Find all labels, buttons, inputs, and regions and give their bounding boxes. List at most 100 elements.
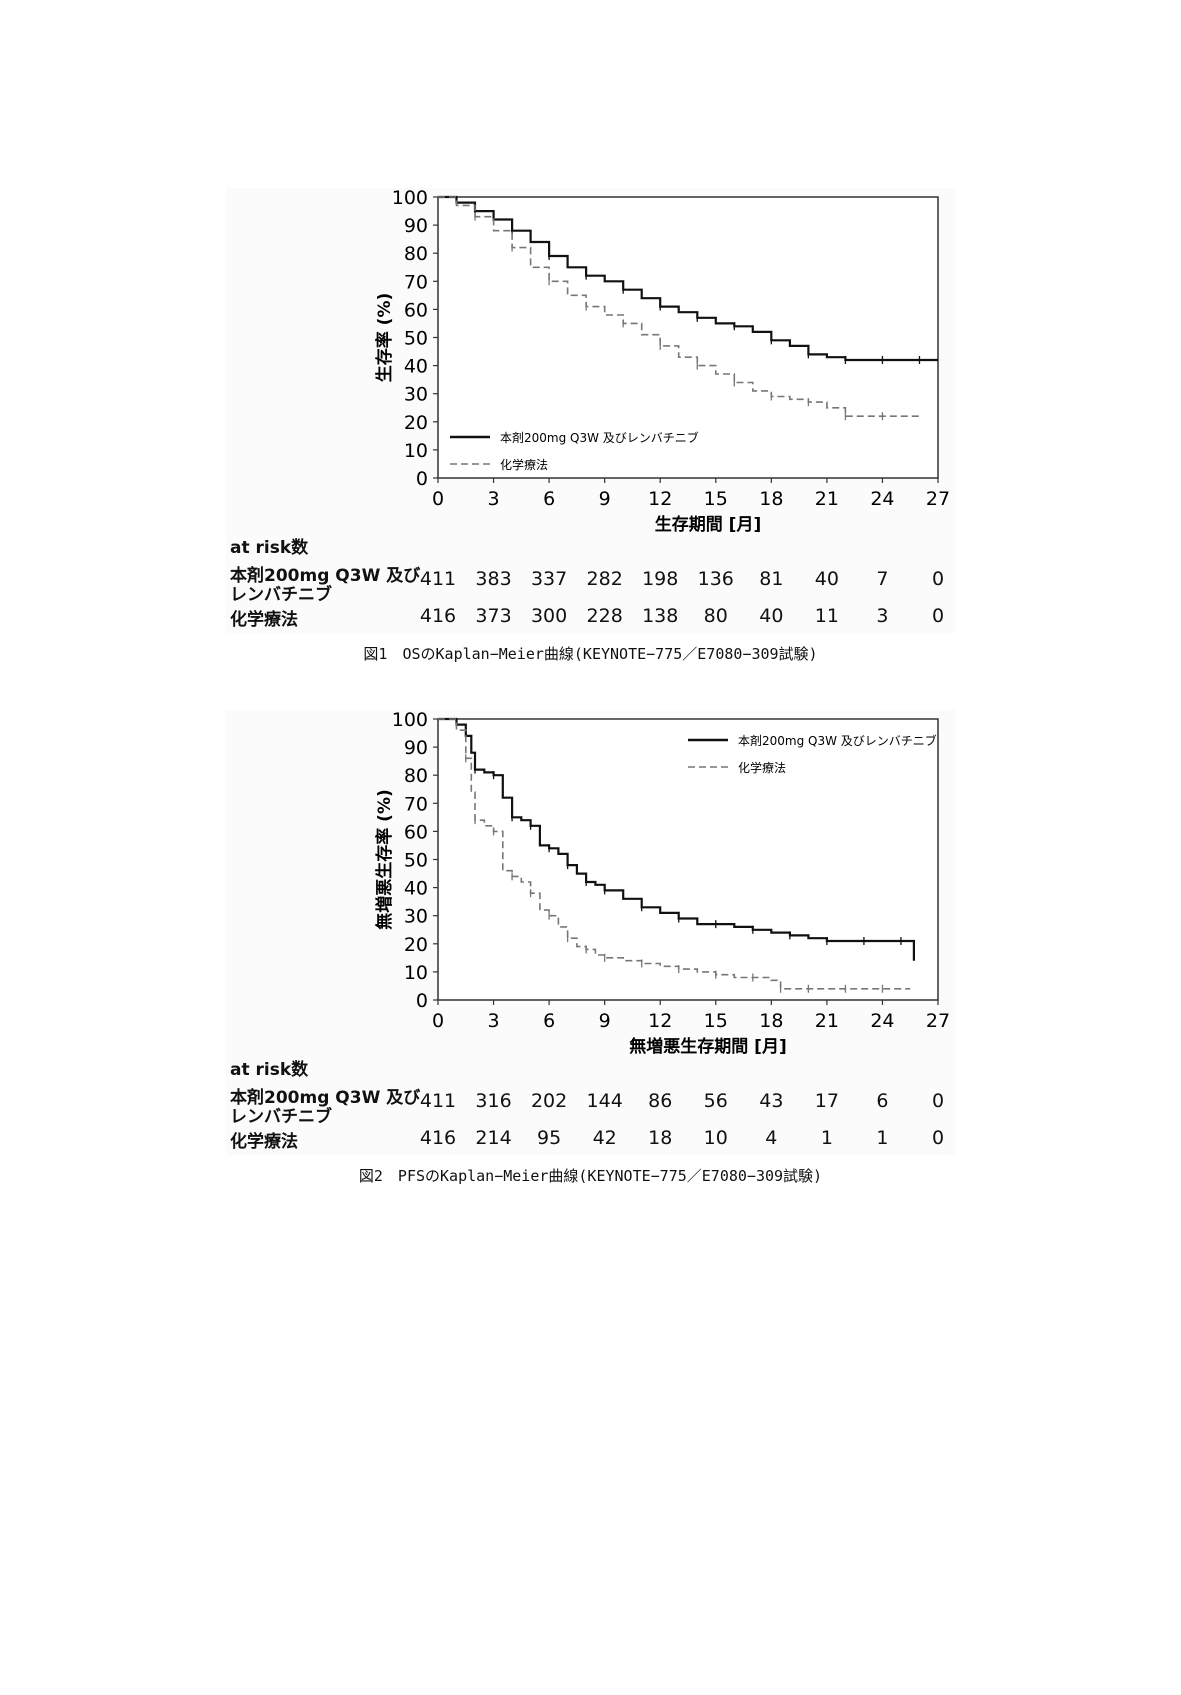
os-risk-value: 373 xyxy=(475,605,512,627)
pfs-risk-value: 1 xyxy=(876,1127,889,1149)
pfs-risk-value: 1 xyxy=(820,1127,833,1149)
os-risk-value: 3 xyxy=(876,605,889,627)
pfs-legend-label-2: 化学療法 xyxy=(738,760,786,775)
pfs-xtick-label: 6 xyxy=(543,1010,555,1032)
os-ytick-label: 30 xyxy=(404,384,428,406)
os-legend-label-1: 本剤200mg Q3W 及びレンバチニブ xyxy=(500,430,699,445)
pfs-risk-label-arm1: 本剤200mg Q3W 及び レンバチニブ xyxy=(230,1089,420,1127)
pfs-xtick-label: 3 xyxy=(488,1010,500,1032)
os-risk-value: 416 xyxy=(419,605,457,627)
os-risk-value: 136 xyxy=(697,568,734,590)
os-risk-value: 337 xyxy=(530,568,568,590)
os-risk-label-arm1: 本剤200mg Q3W 及び レンバチニブ xyxy=(230,567,420,605)
os-risk-value: 383 xyxy=(475,568,512,590)
pfs-risk-value: 416 xyxy=(419,1127,457,1149)
os-xtick-label: 12 xyxy=(648,488,672,510)
pfs-risk-value: 202 xyxy=(530,1090,568,1112)
pfs-risk-title: at risk数 xyxy=(230,1060,309,1080)
os-ytick-label: 80 xyxy=(404,243,428,265)
pfs-xtick-label: 12 xyxy=(648,1010,672,1032)
pfs-risk-value: 0 xyxy=(931,1090,945,1112)
pfs-ytick-label: 90 xyxy=(404,737,428,759)
os-ytick-label: 70 xyxy=(404,271,428,293)
pfs-xtick-label: 21 xyxy=(815,1010,839,1032)
pfs-risk-value: 4 xyxy=(765,1127,778,1149)
os-ytick-label: 10 xyxy=(404,440,428,462)
os-ytick-label: 50 xyxy=(404,328,428,350)
os-risk-value: 411 xyxy=(419,568,457,590)
pfs-figure: 0 10 20 30 40 50 60 70 80 90 100 0 3 6 9 12 15 18 21 24 27 無増… xyxy=(226,710,956,1155)
pfs-risk-value: 86 xyxy=(648,1090,673,1112)
os-risk-value: 0 xyxy=(931,568,945,590)
pfs-caption: 図2 PFSのKaplan−Meier曲線(KEYNOTE−775／E7080−… xyxy=(358,1167,823,1185)
pfs-xtick-label: 24 xyxy=(870,1010,894,1032)
pfs-risk-value: 316 xyxy=(475,1090,512,1112)
os-chart: 0 10 20 30 40 50 60 70 80 90 100 0 3 6 9 12 15 18 21 24 27 生存… xyxy=(374,188,950,535)
pfs-xtick-label: 9 xyxy=(599,1010,611,1032)
os-risk-value: 198 xyxy=(642,568,679,590)
os-ytick-label: 40 xyxy=(404,356,428,378)
os-xtick-label: 18 xyxy=(759,488,783,510)
os-xtick-label: 27 xyxy=(926,488,950,510)
pfs-xaxis-title: 無増悪生存期間 [月] xyxy=(629,1036,786,1057)
pfs-ytick-label: 60 xyxy=(404,821,428,843)
os-xtick-label: 15 xyxy=(704,488,728,510)
os-risk-value: 138 xyxy=(642,605,679,627)
pfs-xtick-label: 0 xyxy=(432,1010,444,1032)
os-figure: 0 10 20 30 40 50 60 70 80 90 100 0 3 6 9 12 15 18 21 24 27 生存… xyxy=(226,188,956,633)
os-risk-value: 228 xyxy=(586,605,623,627)
pfs-risk-value: 0 xyxy=(931,1127,945,1149)
pfs-ytick-label: 100 xyxy=(392,710,428,731)
pfs-risk-label-arm2: 化学療法 xyxy=(230,1132,298,1152)
pfs-risk-value: 144 xyxy=(586,1090,623,1112)
pfs-risk-label-arm1-line1: 本剤200mg Q3W 及び xyxy=(230,1088,421,1108)
os-risk-value: 40 xyxy=(759,605,784,627)
os-risk-title: at risk数 xyxy=(230,538,309,558)
os-risk-value: 80 xyxy=(703,605,728,627)
pfs-ytick-label: 80 xyxy=(404,765,428,787)
pfs-risk-label-arm1-line2: レンバチニブ xyxy=(230,1107,332,1127)
pfs-ytick-label: 20 xyxy=(404,934,428,956)
os-ytick-label: 60 xyxy=(404,299,428,321)
os-risk-value: 81 xyxy=(759,568,784,590)
pfs-risk-value: 42 xyxy=(592,1127,617,1149)
os-caption: 図1 OSのKaplan−Meier曲線(KEYNOTE−775／E7080−3… xyxy=(363,645,818,663)
os-series-1-line xyxy=(438,195,938,362)
os-ytick-label: 90 xyxy=(404,215,428,237)
os-risk-value: 7 xyxy=(876,568,889,590)
os-yaxis-title: 生存率 (%) xyxy=(374,293,395,383)
pfs-risk-value: 43 xyxy=(759,1090,784,1112)
os-xtick-label: 24 xyxy=(870,488,894,510)
pfs-ytick-label: 50 xyxy=(404,850,428,872)
os-legend-label-2: 化学療法 xyxy=(500,457,548,472)
pfs-risk-value: 10 xyxy=(703,1127,728,1149)
os-xtick-label: 3 xyxy=(488,488,500,510)
pfs-ytick-label: 10 xyxy=(404,962,428,984)
pfs-risk-value: 6 xyxy=(876,1090,889,1112)
pfs-risk-value: 56 xyxy=(703,1090,728,1112)
pfs-ytick-label: 40 xyxy=(404,878,428,900)
os-ytick-label: 0 xyxy=(416,468,428,490)
pfs-chart: 0 10 20 30 40 50 60 70 80 90 100 0 3 6 9 12 15 18 21 24 27 無増… xyxy=(374,710,950,1057)
pfs-ytick-label: 70 xyxy=(404,793,428,815)
os-xtick-label: 6 xyxy=(543,488,555,510)
pfs-risk-value: 411 xyxy=(419,1090,457,1112)
os-risk-label-arm1-line1: 本剤200mg Q3W 及び xyxy=(230,566,421,586)
pfs-xtick-label: 15 xyxy=(704,1010,728,1032)
pfs-plot-frame xyxy=(437,718,939,1001)
pfs-legend-label-1: 本剤200mg Q3W 及びレンバチニブ xyxy=(738,733,937,748)
os-xtick-label: 21 xyxy=(815,488,839,510)
pfs-risk-value: 17 xyxy=(814,1090,839,1112)
os-xtick-label: 9 xyxy=(599,488,611,510)
os-risk-value: 40 xyxy=(814,568,839,590)
os-risk-value: 300 xyxy=(530,605,568,627)
os-xtick-label: 0 xyxy=(432,488,444,510)
pfs-risk-value: 95 xyxy=(537,1127,562,1149)
os-risk-value: 11 xyxy=(814,605,839,627)
os-risk-value: 282 xyxy=(586,568,623,590)
os-risk-label-arm1-line2: レンバチニブ xyxy=(230,585,332,605)
pfs-ytick-label: 0 xyxy=(416,990,428,1012)
os-ytick-label: 100 xyxy=(392,188,428,209)
os-xaxis-title: 生存期間 [月] xyxy=(655,514,761,535)
pfs-xtick-label: 27 xyxy=(926,1010,950,1032)
